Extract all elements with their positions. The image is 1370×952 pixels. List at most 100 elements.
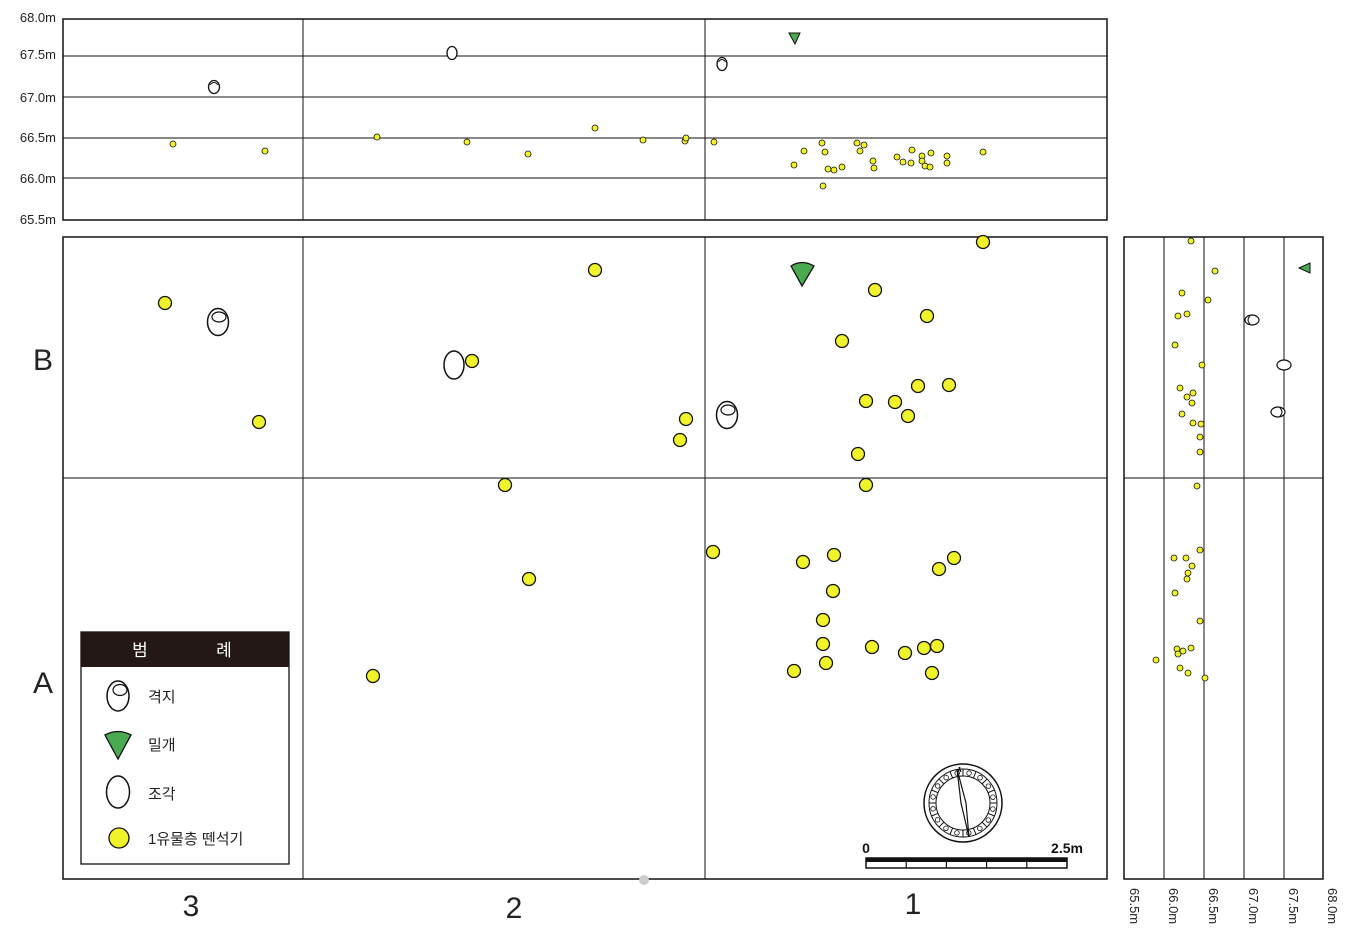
- flake-icon: [1178, 289, 1186, 297]
- flake-icon: [924, 665, 940, 681]
- flake-icon: [1176, 384, 1184, 392]
- flake-icon: [521, 571, 537, 587]
- anchor-dot: [639, 875, 649, 885]
- top-elevation-section: 68.0m 67.5m 67.0m 66.5m 66.0m 65.5m: [20, 10, 1108, 227]
- flake-icon: [1196, 617, 1204, 625]
- flake-icon: [825, 583, 841, 599]
- flake-icon: [1196, 546, 1204, 554]
- flake-icon: [818, 139, 826, 147]
- flake-icon: [1189, 389, 1197, 397]
- legend-label-core: 격지: [148, 689, 176, 706]
- flake-icon: [1196, 448, 1204, 456]
- flake-icon: [1198, 361, 1206, 369]
- legend-label-point: 밀개: [148, 737, 176, 754]
- flake-icon: [900, 408, 916, 424]
- flake-icon: [365, 668, 381, 684]
- flake-icon: [1211, 267, 1219, 275]
- flake-icon: [919, 308, 935, 324]
- flake-icon: [941, 377, 957, 393]
- core-icon: [716, 56, 728, 72]
- side-tick-label: 66.0m: [1166, 888, 1181, 924]
- flake-icon: [591, 124, 599, 132]
- flake-icon: [916, 640, 932, 656]
- flake-icon: [815, 636, 831, 652]
- flake-icon: [169, 140, 177, 148]
- core-icon: [1244, 314, 1260, 326]
- flake-icon: [463, 138, 471, 146]
- flake-icon: [678, 411, 694, 427]
- chunk-icon: [1276, 359, 1292, 371]
- flake-icon: [682, 134, 690, 142]
- flake-icon: [838, 163, 846, 171]
- flake-icon: [1189, 419, 1197, 427]
- flake-icon: [870, 164, 878, 172]
- flake-icon: [1178, 410, 1186, 418]
- flake-icon: [373, 133, 381, 141]
- flake-icon: [1182, 554, 1190, 562]
- flake-icon: [108, 827, 130, 849]
- flake-icon: [251, 414, 267, 430]
- flake-icon: [1171, 589, 1179, 597]
- chunk-icon: [443, 350, 465, 380]
- row-label-a: A: [33, 667, 53, 700]
- flake-icon: [1170, 554, 1178, 562]
- flake-icon: [464, 353, 480, 369]
- side-section-frame: [1123, 236, 1324, 880]
- flake-icon: [908, 146, 916, 154]
- core-icon: [106, 680, 130, 712]
- legend-label-chunk: 조각: [148, 786, 176, 803]
- elev-tick-label: 68.0m: [20, 10, 56, 25]
- flake-icon: [819, 182, 827, 190]
- flake-icon: [818, 655, 834, 671]
- top-section-frame: [62, 18, 1108, 221]
- flake-icon: [867, 282, 883, 298]
- scale-end-label: 2.5m: [1051, 840, 1083, 856]
- col-label-3: 3: [183, 890, 200, 923]
- flake-icon: [943, 152, 951, 160]
- flake-icon: [587, 262, 603, 278]
- top-flake-markers: [169, 124, 987, 190]
- flake-icon: [1187, 644, 1195, 652]
- flake-icon: [830, 166, 838, 174]
- flake-icon: [943, 159, 951, 167]
- chunk-icon: [446, 45, 458, 61]
- flake-icon: [887, 394, 903, 410]
- elev-tick-label: 66.5m: [20, 130, 56, 145]
- side-tick-label: 65.5m: [1127, 888, 1142, 924]
- side-flake-markers: [1152, 237, 1219, 682]
- flake-icon: [1174, 312, 1182, 320]
- flake-icon: [926, 163, 934, 171]
- flake-icon: [1188, 399, 1196, 407]
- flake-icon: [1204, 296, 1212, 304]
- legend: 범 례 격지 밀개 조각 1유물층 뗀석기: [80, 631, 290, 865]
- col-label-1: 1: [905, 888, 922, 921]
- flake-icon: [1201, 674, 1209, 682]
- scale-bar: 0 2.5m: [862, 840, 1083, 869]
- scale-start-label: 0: [862, 840, 870, 856]
- side-tick-label: 67.0m: [1246, 888, 1261, 924]
- flake-icon: [821, 148, 829, 156]
- core-icon: [207, 79, 221, 95]
- legend-label-flake: 1유물층 뗀석기: [148, 831, 243, 848]
- flake-icon: [907, 159, 915, 167]
- side-tick-label: 67.5m: [1286, 888, 1301, 924]
- legend-title-right: 례: [216, 641, 232, 660]
- flake-icon: [979, 148, 987, 156]
- side-tick-label: 68.0m: [1325, 888, 1340, 924]
- flake-icon: [897, 645, 913, 661]
- flake-icon: [497, 477, 513, 493]
- flake-icon: [786, 663, 802, 679]
- flake-icon: [946, 550, 962, 566]
- flake-icon: [1184, 669, 1192, 677]
- flake-icon: [261, 147, 269, 155]
- compass-icon: [923, 763, 1003, 843]
- flake-icon: [1176, 664, 1184, 672]
- legend-title-left: 범: [132, 641, 148, 660]
- flake-icon: [853, 139, 861, 147]
- col-label-2: 2: [506, 892, 523, 925]
- flake-icon: [864, 639, 880, 655]
- elev-tick-label: 67.5m: [20, 47, 56, 62]
- flake-icon: [931, 561, 947, 577]
- chunk-icon: [105, 775, 131, 809]
